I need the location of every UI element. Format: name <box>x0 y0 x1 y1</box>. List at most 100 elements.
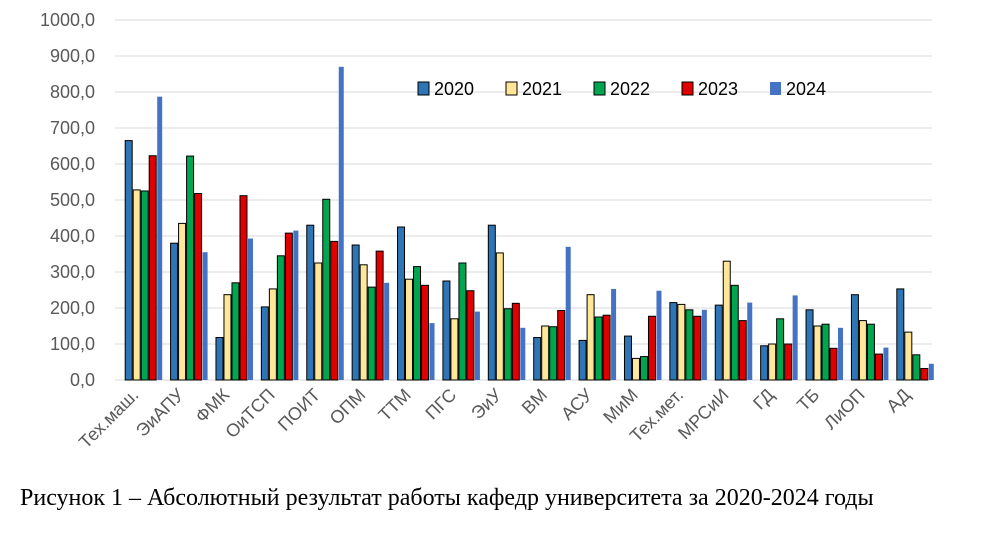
bar-2021 <box>178 222 187 381</box>
bar-2023 <box>148 155 157 381</box>
bar-2021 <box>722 260 731 381</box>
legend-swatch-2024 <box>770 82 781 95</box>
bar-2023 <box>466 290 475 381</box>
x-tick-label: ЭиАПУ <box>132 384 188 440</box>
bar-2021 <box>631 357 640 381</box>
bar-2020 <box>215 337 224 381</box>
bar-2023 <box>239 195 248 381</box>
bar-2023 <box>738 320 747 381</box>
bar-2023 <box>511 302 520 381</box>
bar-2023 <box>557 310 566 381</box>
y-tick-label: 600,0 <box>50 154 95 174</box>
bar-2022 <box>413 266 422 381</box>
bar-2020 <box>760 345 769 381</box>
x-tick-label: ТТМ <box>375 385 415 425</box>
y-tick-label: 200,0 <box>50 298 95 318</box>
x-tick-label: ПОИТ <box>274 385 324 435</box>
bar-2022 <box>730 284 739 381</box>
x-tick-label: МиМ <box>599 385 641 427</box>
bar-2020 <box>442 280 451 381</box>
bar-2021 <box>359 264 368 381</box>
bar-2021 <box>858 320 867 381</box>
bar-2021 <box>450 318 459 381</box>
bar-2020 <box>714 304 723 381</box>
bar-2020 <box>260 306 269 381</box>
bar-2023 <box>693 315 702 381</box>
legend-swatch-2021 <box>505 81 518 96</box>
x-tick-label: ЛиОП <box>820 385 869 434</box>
x-tick-label: АД <box>882 385 914 417</box>
y-tick-label: 800,0 <box>50 82 95 102</box>
bar-2024 <box>474 311 480 380</box>
bar-2020 <box>850 294 859 381</box>
bar-2023 <box>647 315 656 381</box>
x-tick-label: ТБ <box>793 385 823 415</box>
legend-swatch-2023 <box>681 81 694 96</box>
y-tick-label: 300,0 <box>50 262 95 282</box>
legend-swatch-2022 <box>593 81 606 96</box>
bar-2021 <box>223 294 232 381</box>
bar-2021 <box>405 278 414 381</box>
bar-2022 <box>685 309 694 381</box>
bar-2022 <box>549 326 558 381</box>
y-axis: 0,0 100,0 200,0 300,0 400,0 500,0 600,0 700,0 80… <box>40 10 95 390</box>
bar-2024 <box>747 302 753 380</box>
bar-2020 <box>397 226 406 381</box>
bar-2023 <box>284 232 293 381</box>
bar-2022 <box>912 354 921 381</box>
bar-2024 <box>565 246 571 380</box>
bar-2020 <box>896 288 905 381</box>
bar-2020 <box>487 224 496 381</box>
bar-2024 <box>656 290 662 380</box>
bar-2024 <box>384 282 390 380</box>
bar-2024 <box>838 327 844 380</box>
x-tick-label: ФМК <box>191 384 233 426</box>
legend-label-2021: 2021 <box>522 79 562 99</box>
y-tick-label: 400,0 <box>50 226 95 246</box>
legend-label-2022: 2022 <box>610 79 650 99</box>
bar-2023 <box>874 353 883 381</box>
bar-2023 <box>602 314 611 381</box>
legend-label-2023: 2023 <box>698 79 738 99</box>
bar-2021 <box>768 343 777 381</box>
bar-2024 <box>611 288 617 380</box>
bar-2020 <box>124 140 133 381</box>
x-tick-label: ЭиУ <box>467 384 506 423</box>
bar-2022 <box>503 308 512 381</box>
y-tick-label: 500,0 <box>50 190 95 210</box>
x-tick-label: ПГС <box>421 385 460 424</box>
bar-2023 <box>421 284 430 381</box>
bar-2023 <box>375 250 384 381</box>
x-tick-label: АСУ <box>557 384 597 424</box>
bar-2022 <box>186 155 195 381</box>
bar-2024 <box>157 96 163 381</box>
x-tick-label: ОиТСП <box>221 385 278 442</box>
legend-swatch-2020 <box>417 81 430 96</box>
bar-2024 <box>792 295 798 380</box>
bar-2022 <box>594 316 603 381</box>
bar-2022 <box>776 318 785 381</box>
y-tick-label: 700,0 <box>50 118 95 138</box>
bar-2022 <box>821 323 830 381</box>
bar-2024 <box>429 323 435 380</box>
bar-2020 <box>578 339 587 381</box>
bar-2023 <box>194 193 203 381</box>
bar-2022 <box>140 190 149 381</box>
bars <box>124 66 934 381</box>
bar-2022 <box>367 286 376 381</box>
y-tick-label: 0,0 <box>70 370 95 390</box>
y-tick-label: 1000,0 <box>40 10 95 30</box>
bar-2022 <box>322 198 331 381</box>
bar-2020 <box>669 302 678 381</box>
bar-2021 <box>495 252 504 381</box>
x-tick-label: ГД <box>749 385 778 414</box>
bar-2022 <box>276 255 285 381</box>
bar-2023 <box>330 240 339 381</box>
bar-2022 <box>231 282 240 381</box>
bar-2023 <box>920 367 929 381</box>
bar-2024 <box>338 66 344 381</box>
bar-2021 <box>813 325 822 381</box>
bar-2024 <box>701 309 707 380</box>
bar-2020 <box>533 337 542 381</box>
